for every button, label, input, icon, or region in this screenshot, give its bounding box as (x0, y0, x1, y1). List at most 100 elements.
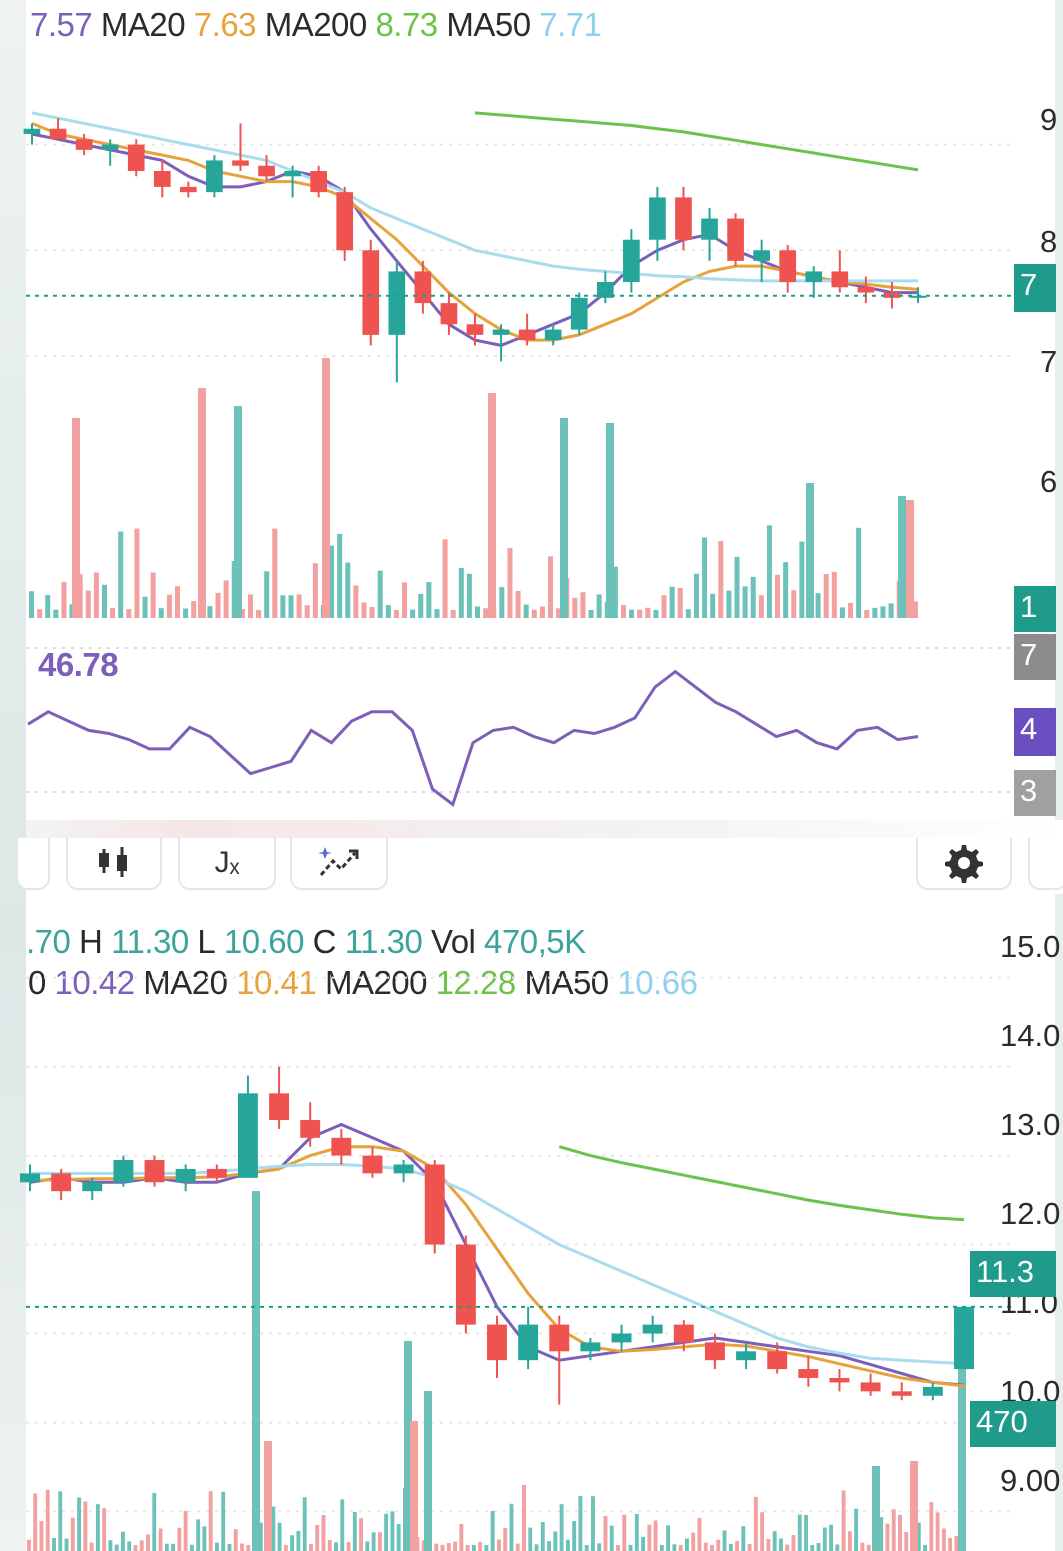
top-axis-label-6: 6 (1040, 464, 1058, 499)
top-candle-body (180, 186, 197, 193)
bottom-volume-bar (277, 1522, 282, 1551)
bottom-volume-bar (396, 1524, 401, 1551)
bottom-volume-bar (465, 1544, 470, 1551)
top-volume-bar (385, 605, 391, 618)
bottom-candle-body (611, 1333, 632, 1343)
bottom-candle-body (549, 1324, 570, 1352)
bottom-candle-body (113, 1160, 134, 1183)
bottom-volume-bar (95, 1504, 100, 1551)
bottom-volume-bar (948, 1537, 953, 1551)
bottom-volume-bar (302, 1497, 307, 1551)
top-volume-bar (337, 533, 343, 618)
bottom-candle-body (300, 1120, 321, 1138)
top-volume-bar (710, 593, 716, 618)
bottom-volume-bar (540, 1522, 545, 1551)
bottom-volume-bar (327, 1540, 332, 1551)
top-candle-body (570, 297, 588, 330)
top-volume-bar (61, 581, 67, 618)
top-volume-bar (612, 566, 618, 618)
bottom-axis-label-12: 12.0 (1000, 1196, 1061, 1231)
chart-toolbar: Jₓ (16, 838, 1063, 894)
bottom-volume-bar (847, 1531, 852, 1551)
top-candle-body (701, 218, 718, 240)
top-volume-bar (329, 545, 335, 618)
top-volume-bar (183, 608, 189, 618)
top-volume-bar (645, 607, 651, 618)
chart-divider (26, 820, 1063, 838)
toolbar-button-right-edge[interactable] (1028, 838, 1063, 890)
bottom-axis-label-14: 14.0 (1000, 1018, 1061, 1053)
bottom-volume-bar (578, 1495, 583, 1551)
bottom-high-label: H (79, 923, 103, 960)
bottom-volume-bar (240, 1543, 244, 1551)
bottom-ma200-label: MA200 (324, 964, 428, 1001)
magic-drawing-icon (318, 847, 359, 876)
bottom-price-chart[interactable] (0, 894, 1063, 1551)
bottom-volume-bar (490, 1510, 495, 1551)
bottom-volume-bar (340, 1499, 345, 1551)
screen-edge-left (0, 0, 26, 1551)
bottom-candle-body (20, 1173, 40, 1183)
top-volume-bar (685, 609, 691, 618)
top-candle-body (596, 282, 614, 298)
top-volume-bar (880, 606, 886, 618)
bottom-volume-bar (898, 1514, 902, 1551)
bottom-volume-bar (760, 1512, 765, 1551)
bottom-volume-bar (164, 1543, 169, 1551)
top-candle-body (310, 171, 327, 193)
top-ma20-value: 7.63 (193, 6, 257, 43)
top-ma20-label: MA20 (100, 6, 186, 43)
bottom-ma20-value: 10.41 (236, 964, 317, 1001)
bottom-volume-bar (215, 1542, 219, 1551)
bottom-volume-bar (121, 1531, 125, 1551)
top-volume-bar (831, 571, 837, 618)
top-candle-body (206, 160, 223, 193)
bottom-volume-bar (440, 1544, 445, 1551)
top-candle-body (544, 329, 562, 341)
candlestick-icon (99, 847, 127, 877)
top-candle-body (258, 165, 275, 177)
bottom-volume-bar (647, 1524, 652, 1551)
bottom-volume-tag: 470 (970, 1401, 1056, 1447)
top-volume-bar (45, 594, 51, 618)
top-axis-label-8: 8 (1040, 224, 1058, 259)
bottom-volume-bar (866, 1544, 871, 1551)
candle-type-button[interactable] (66, 838, 162, 890)
top-volume-bar (677, 587, 683, 618)
bottom-ma5-prefix: 0 (28, 964, 46, 1001)
bottom-volume-bar (653, 1520, 658, 1551)
top-volume-bar (174, 586, 180, 618)
bottom-axis-label-13: 13.0 (1000, 1107, 1061, 1142)
bottom-volume-bar (52, 1538, 56, 1551)
top-volume-bar (669, 586, 675, 618)
bottom-candle-body (580, 1342, 601, 1352)
bottom-volume-bar (810, 1544, 815, 1551)
bottom-low-label: L (197, 923, 216, 960)
bottom-volume-bar (854, 1508, 859, 1551)
settings-button[interactable] (916, 838, 1012, 890)
bottom-ma200-value: 12.28 (435, 964, 517, 1001)
bottom-candle-body (704, 1342, 725, 1361)
top-volume-bar (848, 602, 854, 618)
toolbar-button-left-edge[interactable] (16, 838, 50, 890)
drawing-tools-button[interactable] (290, 838, 388, 890)
top-volume-bar (450, 609, 456, 618)
top-volume-bar (483, 608, 489, 618)
bottom-candle-body (518, 1324, 539, 1361)
bottom-volume-bar (735, 1541, 740, 1551)
bottom-axis-label-9: 9.00 (1000, 1463, 1061, 1498)
bottom-volume-bar (910, 1461, 918, 1551)
bottom-volume-bar (64, 1538, 69, 1551)
bottom-volume-bar (584, 1544, 589, 1551)
top-volume-bar (93, 572, 99, 618)
top-volume-bar (166, 594, 172, 618)
indicator-button[interactable]: Jₓ (178, 838, 276, 890)
top-volume-bar (799, 541, 805, 618)
top-volume-bar (791, 590, 797, 618)
bottom-volume-bar (309, 1543, 313, 1551)
bottom-volume-bar (872, 1466, 880, 1551)
top-price-chart[interactable] (0, 0, 1063, 820)
top-volume-bar (239, 608, 245, 618)
top-volume-bar (556, 608, 562, 618)
bottom-ma5-value: 10.42 (54, 964, 136, 1001)
